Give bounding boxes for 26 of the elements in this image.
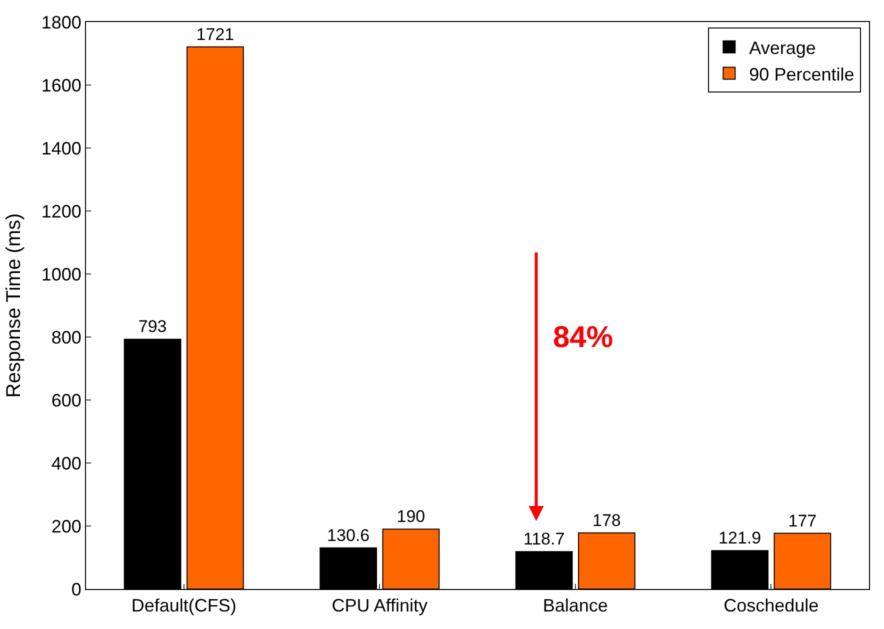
data-label: 121.9 <box>718 528 762 548</box>
data-label: 177 <box>788 511 817 530</box>
annotation: 84% <box>553 321 614 354</box>
x-tick-label: Balance <box>542 596 608 616</box>
data-label: 130.6 <box>327 526 370 545</box>
data-label: 793 <box>138 317 167 336</box>
data-label: 1721 <box>196 24 234 44</box>
y-tick-label: 400 <box>51 453 82 474</box>
y-axis-title: Response Time (ms) <box>2 213 25 398</box>
y-tick-label: 800 <box>51 327 82 348</box>
x-tick-label: Default(CFS) <box>131 596 236 616</box>
legend-label: Average <box>749 38 816 58</box>
x-tick-label: CPU Affinity <box>332 596 428 616</box>
y-tick-label: 200 <box>51 516 82 536</box>
legend-label: 90 Percentile <box>749 64 854 84</box>
y-tick-label: 1600 <box>41 75 82 96</box>
y-tick-label: 600 <box>51 390 82 410</box>
y-tick-label: 1400 <box>41 138 82 158</box>
data-label: 190 <box>396 507 426 526</box>
y-tick-label: 1000 <box>41 264 82 284</box>
data-label: 118.7 <box>523 530 565 549</box>
y-tick-label: 1800 <box>41 12 82 32</box>
data-label: 178 <box>592 510 621 530</box>
y-tick-label: 1200 <box>41 201 82 222</box>
y-tick-label: 0 <box>71 579 82 600</box>
x-tick-label: Coschedule <box>724 596 819 616</box>
